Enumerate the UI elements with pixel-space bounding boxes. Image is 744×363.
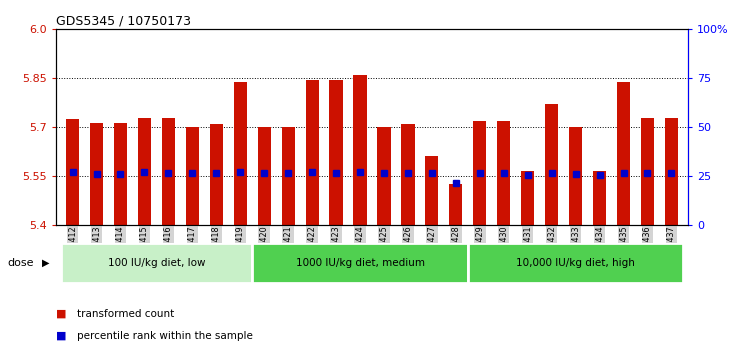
Text: GSM1502431: GSM1502431 bbox=[523, 226, 532, 279]
Bar bbox=[545, 104, 558, 225]
Text: ■: ■ bbox=[56, 309, 66, 319]
Text: ▶: ▶ bbox=[42, 258, 49, 268]
Bar bbox=[426, 156, 438, 225]
Text: GSM1502418: GSM1502418 bbox=[212, 226, 221, 279]
Bar bbox=[161, 118, 175, 225]
Text: GSM1502425: GSM1502425 bbox=[379, 226, 388, 280]
Text: GSM1502433: GSM1502433 bbox=[571, 226, 580, 279]
Bar bbox=[330, 79, 343, 225]
Bar bbox=[138, 118, 151, 225]
Text: transformed count: transformed count bbox=[77, 309, 174, 319]
Text: 10,000 IU/kg diet, high: 10,000 IU/kg diet, high bbox=[516, 258, 635, 268]
Text: GSM1502428: GSM1502428 bbox=[452, 226, 461, 280]
Text: GSM1502417: GSM1502417 bbox=[187, 226, 197, 280]
Text: GDS5345 / 10750173: GDS5345 / 10750173 bbox=[56, 15, 190, 28]
Text: GSM1502427: GSM1502427 bbox=[427, 226, 437, 280]
Text: GSM1502422: GSM1502422 bbox=[307, 226, 317, 280]
Text: GSM1502414: GSM1502414 bbox=[116, 226, 125, 279]
Bar bbox=[569, 127, 583, 225]
Bar bbox=[401, 124, 414, 225]
Bar bbox=[449, 184, 463, 225]
Bar bbox=[497, 121, 510, 225]
Text: GSM1502435: GSM1502435 bbox=[619, 226, 628, 280]
Bar bbox=[306, 79, 318, 225]
Bar bbox=[66, 119, 79, 225]
Text: GSM1502432: GSM1502432 bbox=[547, 226, 557, 280]
Bar bbox=[468, 243, 684, 283]
Text: GSM1502434: GSM1502434 bbox=[595, 226, 604, 279]
Text: GSM1502412: GSM1502412 bbox=[68, 226, 77, 280]
Text: 100 IU/kg diet, low: 100 IU/kg diet, low bbox=[108, 258, 205, 268]
Text: GSM1502415: GSM1502415 bbox=[140, 226, 149, 280]
Bar bbox=[60, 243, 252, 283]
Text: GSM1502437: GSM1502437 bbox=[667, 226, 676, 280]
Bar bbox=[114, 123, 127, 225]
Bar bbox=[377, 127, 391, 225]
Bar bbox=[593, 171, 606, 225]
Bar bbox=[90, 123, 103, 225]
Bar bbox=[617, 82, 630, 225]
Bar bbox=[641, 118, 654, 225]
Text: percentile rank within the sample: percentile rank within the sample bbox=[77, 331, 252, 341]
Text: GSM1502436: GSM1502436 bbox=[643, 226, 652, 279]
Text: GSM1502424: GSM1502424 bbox=[356, 226, 365, 280]
Bar bbox=[665, 118, 678, 225]
Text: GSM1502429: GSM1502429 bbox=[475, 226, 484, 280]
Bar bbox=[353, 76, 367, 225]
Text: GSM1502416: GSM1502416 bbox=[164, 226, 173, 279]
Text: GSM1502423: GSM1502423 bbox=[332, 226, 341, 280]
Bar bbox=[257, 127, 271, 225]
Text: GSM1502430: GSM1502430 bbox=[499, 226, 508, 279]
Text: GSM1502420: GSM1502420 bbox=[260, 226, 269, 280]
Bar bbox=[281, 127, 295, 225]
Text: 1000 IU/kg diet, medium: 1000 IU/kg diet, medium bbox=[295, 258, 425, 268]
Text: ■: ■ bbox=[56, 331, 66, 341]
Text: GSM1502426: GSM1502426 bbox=[403, 226, 412, 280]
Bar bbox=[186, 127, 199, 225]
Text: dose: dose bbox=[7, 258, 34, 268]
Text: GSM1502421: GSM1502421 bbox=[283, 226, 292, 280]
Text: GSM1502419: GSM1502419 bbox=[236, 226, 245, 280]
Bar bbox=[234, 82, 247, 225]
Text: GSM1502413: GSM1502413 bbox=[92, 226, 101, 279]
Bar bbox=[252, 243, 468, 283]
Bar bbox=[521, 171, 534, 225]
Bar bbox=[473, 121, 487, 225]
Bar bbox=[210, 124, 223, 225]
